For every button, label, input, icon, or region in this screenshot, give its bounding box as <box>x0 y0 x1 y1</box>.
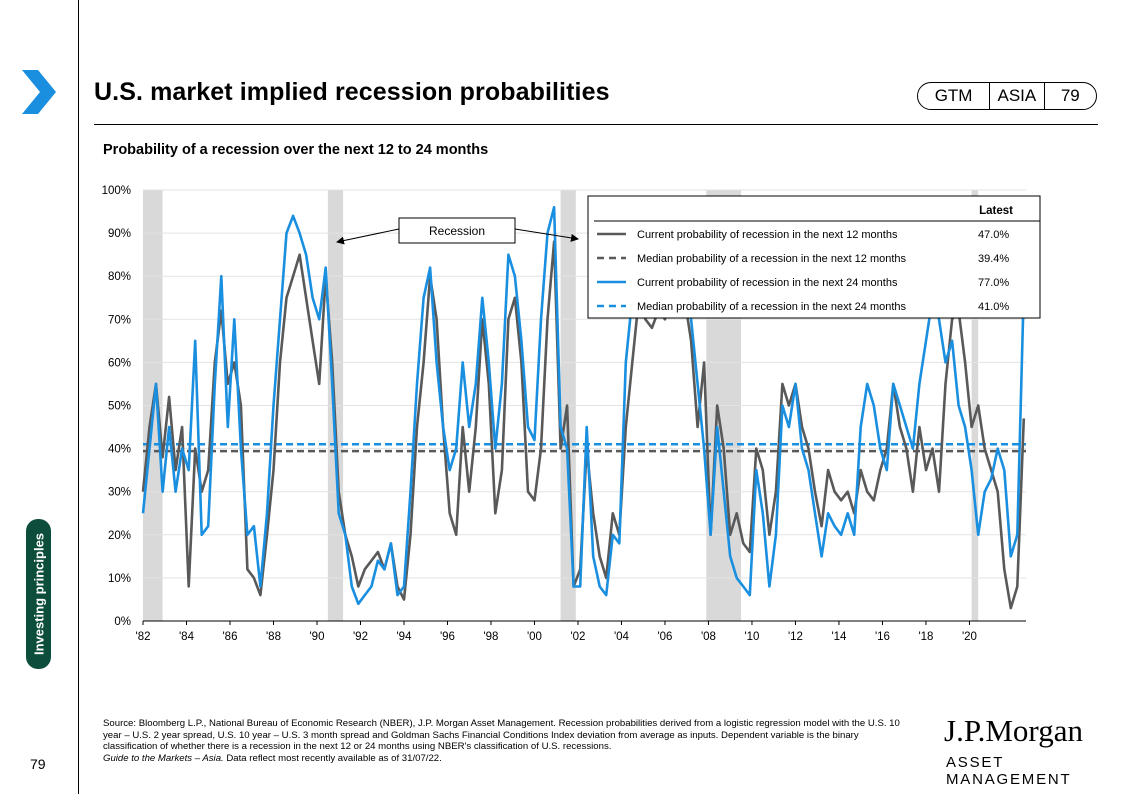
x-tick-label: '96 <box>440 631 455 643</box>
x-tick-label: '18 <box>918 631 933 643</box>
page-title: U.S. market implied recession probabilit… <box>94 78 610 106</box>
gtm-badge: GTM ASIA 79 <box>917 82 1097 110</box>
x-tick-label: '86 <box>222 631 237 643</box>
y-tick-label: 100% <box>102 185 131 197</box>
x-tick-label: '88 <box>266 631 281 643</box>
series-line-p24 <box>141 205 1026 606</box>
y-tick-label: 60% <box>108 357 131 369</box>
x-tick-label: '10 <box>744 631 759 643</box>
x-tick-label: '20 <box>962 631 977 643</box>
badge-page: 79 <box>1060 86 1080 105</box>
chart-title: Probability of a recession over the next… <box>103 142 489 158</box>
data-note: Data reflect most recently available as … <box>223 752 442 764</box>
legend-value: 47.0% <box>978 229 1009 241</box>
sidebar-divider <box>78 0 79 794</box>
x-tick-label: '84 <box>179 631 195 643</box>
legend-label: Current probability of recession in the … <box>637 277 898 289</box>
title-rule <box>94 124 1098 125</box>
y-tick-label: 80% <box>108 271 131 283</box>
annotation-arrow-right <box>514 228 579 242</box>
page-number: 79 <box>30 756 46 772</box>
legend-label: Median probability of a recession in the… <box>637 301 907 313</box>
y-tick-label: 0% <box>114 616 131 628</box>
y-tick-label: 40% <box>108 444 131 456</box>
y-tick-label: 10% <box>108 573 131 585</box>
source-text: Source: Bloomberg L.P., National Bureau … <box>103 718 900 753</box>
x-tick-label: '98 <box>483 631 498 643</box>
legend-label: Median probability of a recession in the… <box>637 253 907 265</box>
source-note: Source: Bloomberg L.P., National Bureau … <box>103 718 913 764</box>
legend-value: 41.0% <box>978 301 1009 313</box>
x-tick-label: '02 <box>570 631 585 643</box>
x-tick-label: '08 <box>701 631 716 643</box>
recession-annotation-label: Recession <box>429 224 485 238</box>
chevron-right-icon <box>22 70 56 114</box>
x-tick-label: '90 <box>309 631 324 643</box>
annotation-arrow-left <box>336 228 400 245</box>
y-tick-label: 50% <box>108 401 131 413</box>
legend-value: 77.0% <box>978 277 1009 289</box>
badge-region: ASIA <box>989 83 1045 109</box>
asset-management-logo: ASSET MANAGEMENT <box>946 754 1072 788</box>
badge-gtm: GTM <box>934 86 973 105</box>
y-tick-label: 30% <box>108 487 131 499</box>
y-tick-label: 20% <box>108 530 131 542</box>
x-tick-label: '82 <box>136 631 151 643</box>
side-tab-investing-principles[interactable]: Investing principles <box>26 519 51 669</box>
legend-label: Current probability of recession in the … <box>637 229 898 241</box>
legend-box <box>587 195 1041 319</box>
recession-annotation-box <box>398 217 516 244</box>
jpmorgan-logo: J.P.Morgan <box>944 713 1083 748</box>
legend-header: Latest <box>979 205 1013 217</box>
x-tick-label: '06 <box>657 631 672 643</box>
guide-title: Guide to the Markets – Asia. <box>103 752 224 764</box>
y-tick-label: 90% <box>108 228 131 240</box>
x-tick-label: '92 <box>353 631 368 643</box>
x-tick-label: '94 <box>396 631 412 643</box>
x-tick-label: '12 <box>788 631 803 643</box>
x-tick-label: '04 <box>614 631 630 643</box>
x-tick-label: '14 <box>831 631 847 643</box>
side-tab-label: Investing principles <box>31 532 46 656</box>
legend-value: 39.4% <box>978 253 1009 265</box>
y-tick-label: 70% <box>108 314 131 326</box>
x-tick-label: '16 <box>875 631 890 643</box>
x-tick-label: '00 <box>527 631 542 643</box>
